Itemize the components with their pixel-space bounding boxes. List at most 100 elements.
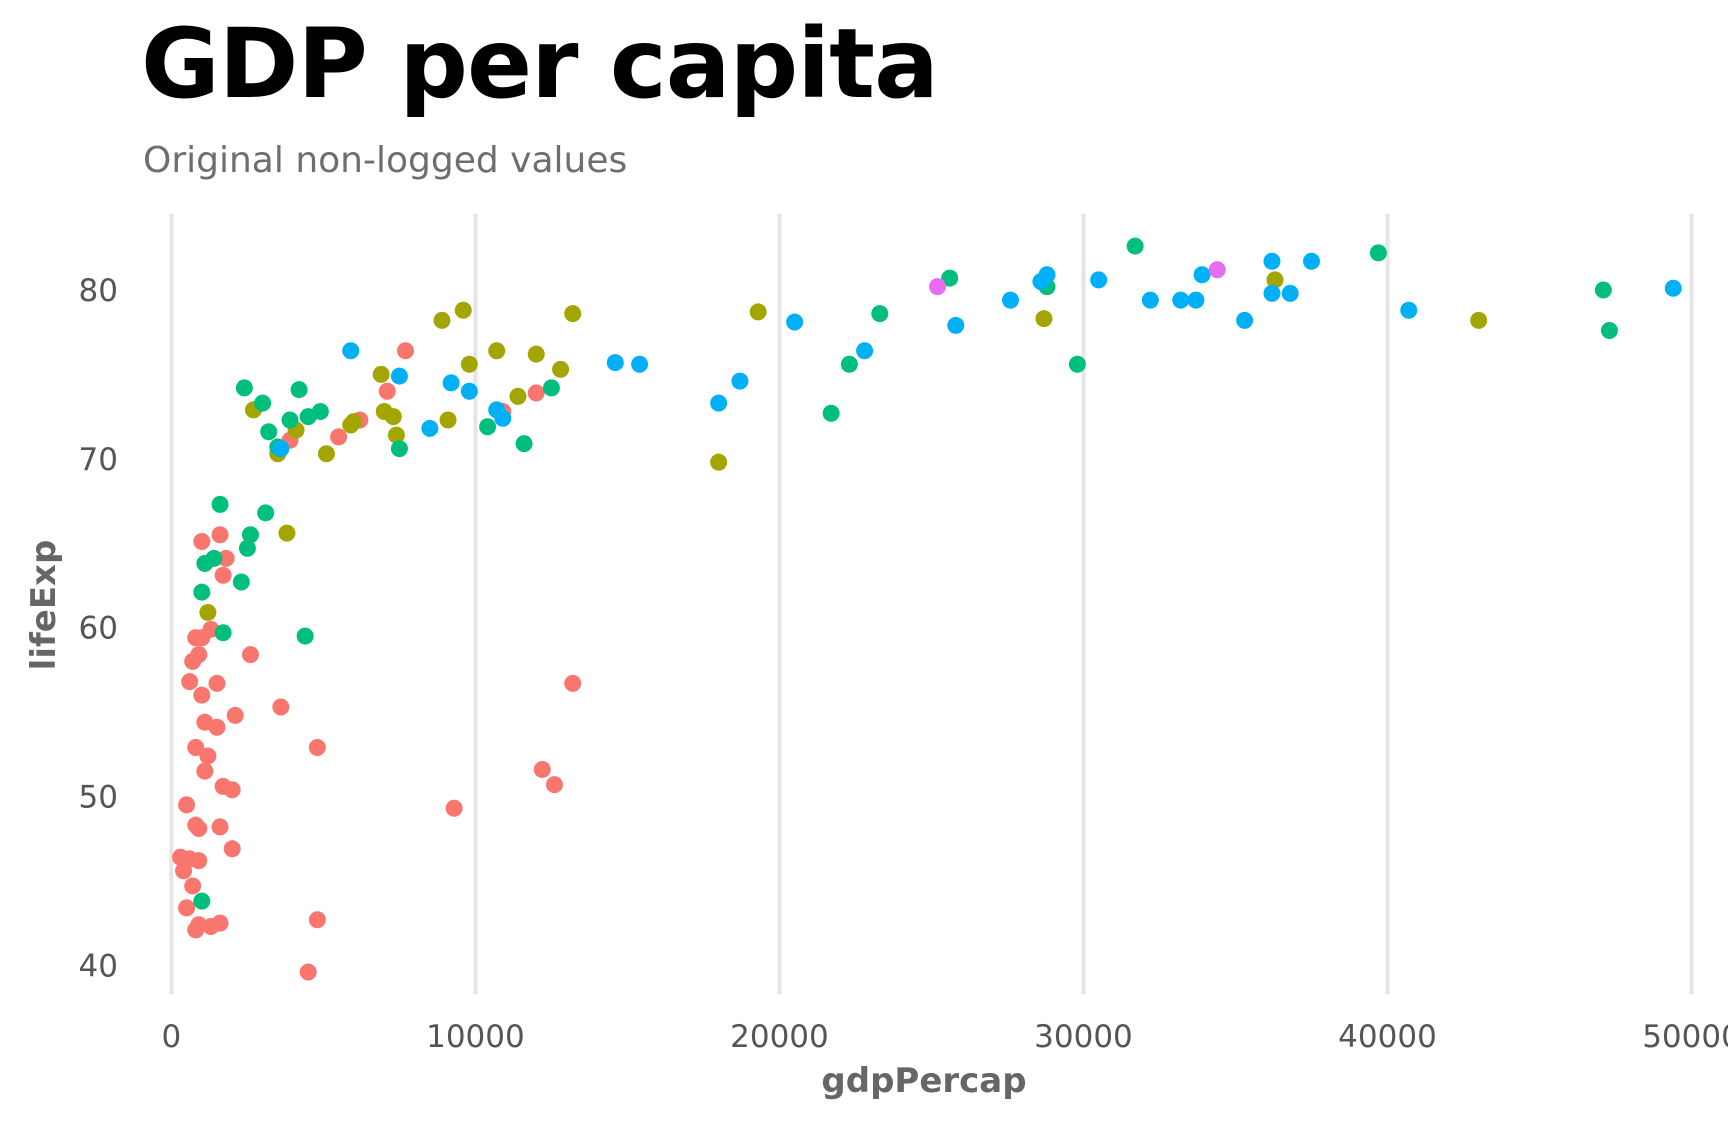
x-tick-label: 0 (162, 1019, 182, 1055)
data-point (631, 355, 649, 373)
data-point (223, 840, 241, 858)
data-point (238, 539, 256, 557)
data-point (190, 852, 208, 870)
data-point (527, 384, 545, 402)
data-point (606, 354, 624, 372)
data-point (494, 409, 512, 427)
data-point (272, 440, 290, 458)
data-point (454, 301, 472, 319)
data-point (1126, 237, 1144, 255)
data-point (345, 413, 363, 431)
data-point (214, 777, 232, 795)
data-point (421, 419, 439, 437)
y-axis-ticks: 40 50 60 70 80 (79, 273, 118, 984)
data-point (317, 445, 335, 463)
data-point (290, 381, 308, 399)
data-point (871, 305, 889, 323)
data-point (786, 313, 804, 331)
data-point (226, 706, 244, 724)
data-point (1141, 291, 1159, 309)
y-tick-label: 80 (79, 273, 118, 309)
data-point (1236, 311, 1254, 329)
data-point (533, 760, 551, 778)
data-point (241, 646, 259, 664)
data-point (193, 686, 211, 704)
data-point (1470, 311, 1488, 329)
data-point (1187, 291, 1205, 309)
data-point (1281, 284, 1299, 302)
data-point (193, 533, 211, 551)
data-point (390, 440, 408, 458)
data-point (378, 382, 396, 400)
data-point (211, 526, 229, 544)
y-tick-label: 40 (79, 948, 118, 984)
data-point (941, 269, 959, 287)
data-point (527, 345, 545, 363)
data-point (433, 311, 451, 329)
data-point (1594, 281, 1612, 299)
data-point (308, 911, 326, 929)
data-point (272, 698, 290, 716)
data-point (1068, 355, 1086, 373)
data-point (442, 374, 460, 392)
data-point (211, 495, 229, 513)
x-tick-label: 20000 (730, 1019, 829, 1055)
data-point (311, 403, 329, 421)
data-point (187, 629, 205, 647)
data-point (564, 674, 582, 692)
data-point (479, 418, 497, 436)
data-point (187, 921, 205, 939)
data-point (390, 367, 408, 385)
y-tick-label: 50 (79, 779, 118, 815)
data-point (1035, 310, 1053, 328)
data-point (384, 408, 402, 426)
data-point (460, 355, 478, 373)
data-point (257, 504, 275, 522)
data-point (929, 278, 947, 296)
y-axis-title: lifeExp (24, 540, 64, 671)
data-point (1193, 266, 1211, 284)
data-point (488, 342, 506, 360)
data-point (564, 305, 582, 323)
data-point (1172, 291, 1190, 309)
data-point (193, 892, 211, 910)
data-point (710, 453, 728, 471)
x-tick-label: 50000 (1642, 1019, 1728, 1055)
data-point (445, 799, 463, 817)
data-point (330, 428, 348, 446)
y-tick-label: 70 (79, 442, 118, 478)
data-point (342, 342, 360, 360)
data-point (1002, 291, 1020, 309)
data-point (211, 818, 229, 836)
data-point (308, 739, 326, 757)
data-point (199, 603, 217, 621)
data-point (372, 365, 390, 383)
data-point (1400, 301, 1418, 319)
data-point (545, 776, 563, 794)
data-point (211, 914, 229, 932)
x-tick-label: 10000 (426, 1019, 525, 1055)
data-point (260, 423, 278, 441)
data-point (822, 404, 840, 422)
data-point (235, 379, 253, 397)
data-point (387, 426, 405, 444)
data-point (187, 739, 205, 757)
data-point (199, 747, 217, 765)
data-point (184, 877, 202, 895)
chart-subtitle: Original non-logged values (143, 140, 628, 181)
data-point (1664, 279, 1682, 297)
data-point (296, 627, 314, 645)
data-point (193, 583, 211, 601)
data-point (1369, 244, 1387, 262)
x-tick-label: 30000 (1034, 1019, 1133, 1055)
data-points (172, 237, 1682, 981)
gridlines (169, 214, 1694, 994)
data-point (178, 899, 196, 917)
data-point (509, 387, 527, 405)
data-point (1090, 271, 1108, 289)
data-point (208, 674, 226, 692)
data-point (856, 342, 874, 360)
data-point (184, 652, 202, 670)
data-point (281, 411, 299, 429)
data-point (1302, 252, 1320, 270)
